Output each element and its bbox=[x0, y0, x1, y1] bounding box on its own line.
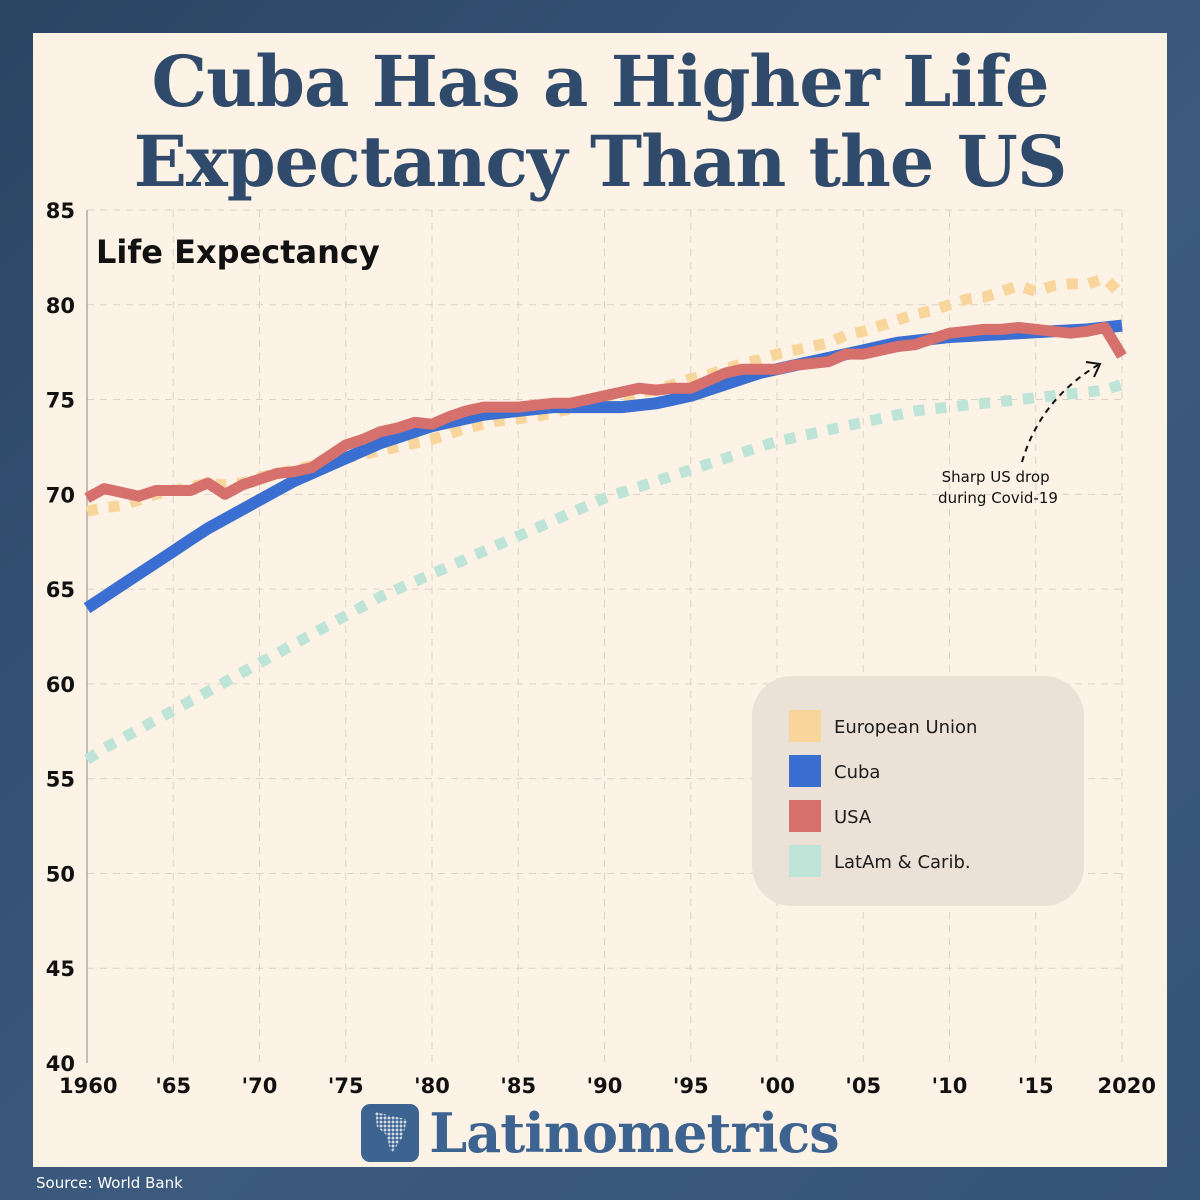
covid-annotation: Sharp US drop during Covid-19 bbox=[938, 361, 1102, 507]
legend: European Union Cuba USA LatAm & Carib. bbox=[752, 676, 1084, 906]
y-tick-label: 75 bbox=[46, 389, 75, 413]
y-tick-label: 70 bbox=[46, 483, 75, 507]
legend-label: Cuba bbox=[834, 762, 880, 783]
y-tick-label: 45 bbox=[46, 957, 75, 981]
y-tick-label: 80 bbox=[46, 294, 75, 318]
chart-card bbox=[33, 33, 1167, 1167]
latin-america-map-icon bbox=[361, 1104, 420, 1162]
legend-label: USA bbox=[834, 807, 872, 828]
annotation-line-2: during Covid-19 bbox=[938, 489, 1058, 507]
series-line-latam-carib bbox=[83, 379, 1124, 765]
x-tick-label: '65 bbox=[155, 1074, 191, 1098]
chart-title: Life Expectancy bbox=[96, 233, 380, 271]
y-tick-label: 50 bbox=[46, 862, 75, 886]
legend-label: LatAm & Carib. bbox=[834, 852, 971, 873]
x-tick-label: 1960 bbox=[59, 1074, 117, 1098]
x-tick-label: '70 bbox=[242, 1074, 278, 1098]
legend-swatch bbox=[789, 800, 821, 832]
x-tick-label: '90 bbox=[587, 1074, 623, 1098]
x-tick-label: '75 bbox=[328, 1074, 364, 1098]
x-tick-label: '15 bbox=[1018, 1074, 1054, 1098]
brand-footer: Latinometrics bbox=[0, 1100, 1200, 1166]
x-tick-label: '00 bbox=[759, 1074, 795, 1098]
annotation-line-1: Sharp US drop bbox=[942, 468, 1050, 486]
x-tick-label: 2020 bbox=[1098, 1074, 1156, 1098]
legend-swatch bbox=[789, 755, 821, 787]
x-tick-label: '95 bbox=[673, 1074, 709, 1098]
legend-background bbox=[752, 676, 1084, 906]
x-tick-label: '85 bbox=[500, 1074, 536, 1098]
legend-items: European Union Cuba USA LatAm & Carib. bbox=[789, 710, 977, 877]
brand-name: Latinometrics bbox=[429, 1101, 839, 1165]
annotation-arrow bbox=[1021, 364, 1099, 463]
legend-swatch bbox=[789, 845, 821, 877]
y-tick-label: 60 bbox=[46, 673, 75, 697]
x-tick-label: '80 bbox=[414, 1074, 450, 1098]
y-tick-label: 85 bbox=[46, 199, 75, 223]
legend-swatch bbox=[789, 710, 821, 742]
y-tick-label: 40 bbox=[46, 1052, 75, 1076]
page-title: Cuba Has a Higher Life Expectancy Than t… bbox=[133, 40, 1068, 203]
annotation-arrowhead bbox=[1085, 361, 1102, 378]
series-line-usa bbox=[84, 322, 1127, 503]
x-axis-ticks: 1960 '65 '70 '75 '80 '85 '90 '95 '00 '05 '10 '15 202… bbox=[59, 1074, 1156, 1098]
series-lines bbox=[83, 272, 1127, 765]
legend-label: European Union bbox=[834, 717, 977, 738]
x-tick-label: '05 bbox=[845, 1074, 881, 1098]
annotation-text: Sharp US drop during Covid-19 bbox=[938, 468, 1058, 507]
y-tick-label: 65 bbox=[46, 578, 75, 602]
source-note: Source: World Bank bbox=[36, 1174, 183, 1192]
x-tick-label: '10 bbox=[932, 1074, 968, 1098]
y-axis-ticks: 40 45 50 55 60 65 70 75 80 85 bbox=[46, 199, 75, 1076]
y-tick-label: 55 bbox=[46, 768, 75, 792]
